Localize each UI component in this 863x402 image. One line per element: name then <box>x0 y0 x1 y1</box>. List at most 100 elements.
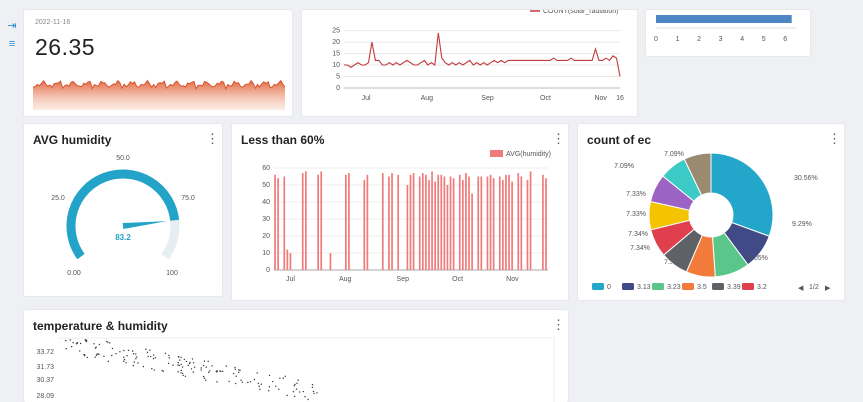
pie-pager: 1/2 <box>809 284 819 291</box>
pie-legend-swatch <box>652 283 664 290</box>
big-number-date: 2022-11-16 <box>35 19 71 26</box>
scatter-point <box>115 353 117 355</box>
less60-bar <box>480 176 483 270</box>
scatter-point <box>268 374 271 377</box>
scatter-point <box>180 363 182 366</box>
scatter-point <box>180 369 183 372</box>
less60-bar <box>289 253 292 270</box>
scatter-point <box>70 345 73 348</box>
scatter-point <box>135 357 137 360</box>
less60-bar <box>471 193 473 270</box>
pie-slice-label: 7.33% <box>626 191 646 198</box>
scatter-point <box>147 355 149 358</box>
scatter-point <box>94 347 97 349</box>
scatter-point <box>151 367 153 370</box>
solar-y-tick: 20 <box>332 39 340 46</box>
less60-x-tick: Jul <box>286 276 295 283</box>
scatter-point <box>240 379 242 381</box>
scatter-point <box>234 382 237 385</box>
scatter-point <box>203 377 206 379</box>
less60-bar <box>412 173 415 270</box>
collapse-arrow-icon[interactable]: ⇥ <box>7 20 17 32</box>
pie-slice-label: 9.29% <box>792 221 812 228</box>
scatter-point <box>200 367 203 369</box>
scatter-point <box>253 378 256 381</box>
scatter-point <box>316 392 318 394</box>
less60-bar <box>320 171 323 270</box>
less60-bar <box>366 174 369 270</box>
scatter-point <box>181 372 184 375</box>
filter-icon[interactable]: ≡ <box>8 38 16 50</box>
less60-x-tick: Nov <box>506 276 519 283</box>
less60-bar <box>428 179 430 270</box>
less60-legend-swatch <box>490 150 503 157</box>
scatter-point <box>282 377 284 379</box>
pie-slice-label: 7.34% <box>630 245 650 252</box>
scatter-point <box>205 379 207 381</box>
scatter-point <box>295 388 298 390</box>
less60-panel: Less than 60% ⋮ 0 10 20 30 40 50 60 Jul Aug Sep Oc… <box>232 124 568 300</box>
scatter-point <box>168 354 170 357</box>
scatter-point <box>135 353 137 355</box>
pie-legend-label: 3.39 <box>727 284 741 291</box>
scatter-point <box>75 343 78 345</box>
solar-y-tick: 10 <box>332 62 340 69</box>
scatter-point <box>268 386 271 388</box>
scatter-point <box>161 369 163 372</box>
less60-bar <box>329 253 332 270</box>
scatter-point <box>177 361 179 364</box>
solar-x-tick: Aug <box>421 95 434 102</box>
scatter-point <box>126 355 128 357</box>
scatter-point <box>211 365 213 367</box>
scatter-point <box>185 360 188 363</box>
gauge-min-label: 0.00 <box>67 270 81 277</box>
scatter-point <box>311 386 314 389</box>
scatter-point <box>168 357 170 359</box>
less60-bar <box>443 176 446 270</box>
scatter-point <box>137 362 139 364</box>
less60-bar <box>526 179 529 270</box>
scatter-point <box>103 355 105 357</box>
top-bar-mark <box>656 15 792 23</box>
pie-slice <box>710 152 774 237</box>
scatter-point <box>178 356 180 358</box>
scatter-point <box>207 360 209 363</box>
scatter-point <box>72 341 74 344</box>
scatter-point <box>132 364 135 367</box>
less60-x-tick: Oct <box>452 276 463 283</box>
less60-bar <box>431 171 433 270</box>
less60-bar-chart: 0 10 20 30 40 50 60 Jul Aug Sep Oct Nov AVG(humidity… <box>262 150 551 283</box>
less60-bar <box>449 176 452 270</box>
scatter-point <box>111 347 114 350</box>
scatter-y-tick: 28.09 <box>36 393 54 400</box>
less60-bar <box>529 171 532 270</box>
scatter-point <box>79 342 82 345</box>
scatter-point <box>190 368 193 370</box>
scatter-point <box>154 357 157 359</box>
pie-legend-swatch <box>682 283 694 290</box>
solar-x-tick: Jul <box>362 95 371 102</box>
scatter-point <box>188 362 191 365</box>
scatter-point <box>293 385 296 387</box>
scatter-point <box>192 362 195 364</box>
pie-next-icon: ▶ <box>825 285 831 292</box>
scatter-point <box>312 390 315 393</box>
gauge-mid-label: 50.0 <box>116 155 130 162</box>
scatter-point <box>180 356 182 359</box>
scatter-point <box>292 391 295 393</box>
less60-bar <box>452 178 455 270</box>
scatter-point <box>313 392 315 395</box>
scatter-point <box>286 394 288 397</box>
gauge-title: AVG humidity <box>33 133 112 147</box>
scatter-point <box>123 349 125 352</box>
less60-bar <box>446 185 449 270</box>
less60-bar <box>440 174 443 270</box>
gauge-max-label: 100 <box>166 270 178 277</box>
less60-bar <box>409 174 412 270</box>
scatter-chart: 33.72 31.73 30.37 28.09 <box>36 337 555 402</box>
scatter-point <box>106 340 108 343</box>
scatter-point <box>125 362 127 364</box>
less60-x-tick: Aug <box>339 276 352 283</box>
scatter-point <box>241 381 244 383</box>
less60-y-tick: 0 <box>266 267 270 274</box>
